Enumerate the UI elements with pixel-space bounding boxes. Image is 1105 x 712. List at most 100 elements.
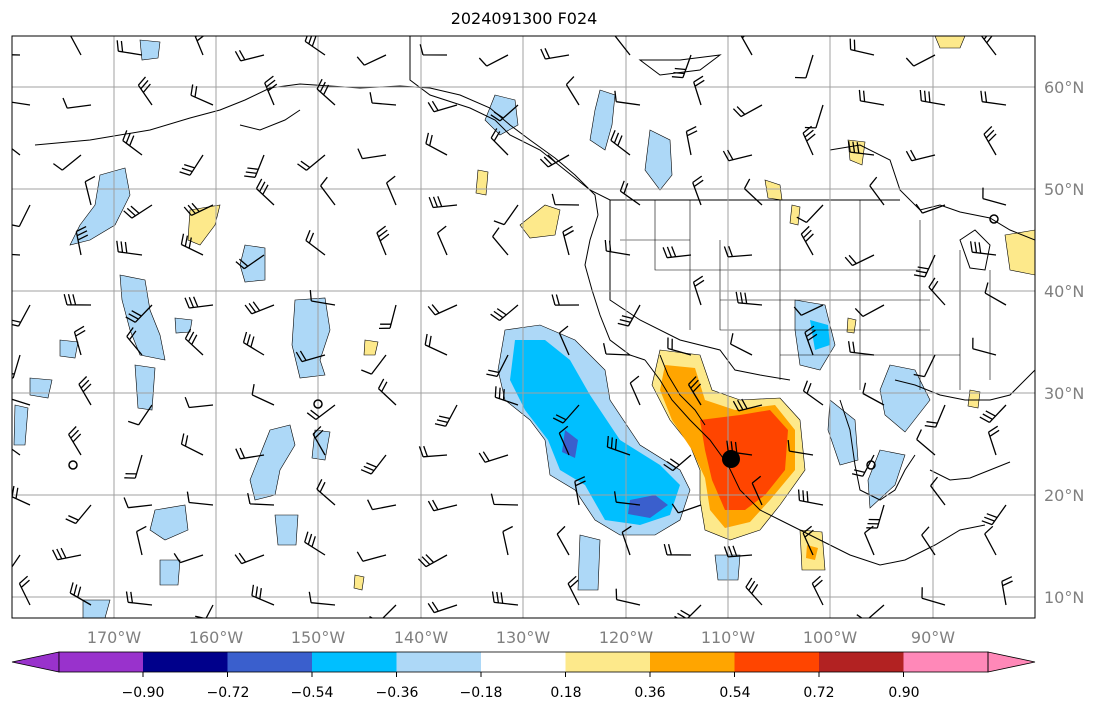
wind-barb — [663, 454, 692, 472]
wind-barb — [12, 54, 21, 56]
wind-barb — [614, 36, 631, 56]
wind-barb — [378, 304, 397, 330]
wind-barb — [490, 493, 519, 506]
wind-barb — [969, 241, 997, 256]
colorbar-tick: 0.18 — [550, 685, 581, 701]
wind-barb — [972, 337, 997, 356]
wind-barb — [369, 604, 397, 618]
wind-barb — [75, 226, 89, 256]
wind-barb — [980, 36, 997, 56]
wind-barb — [740, 36, 753, 56]
wind-barb — [793, 304, 824, 316]
wind-barb — [491, 591, 519, 606]
wind-barb — [984, 282, 1007, 306]
wind-barb — [732, 398, 763, 412]
wind-barb — [539, 154, 570, 168]
wind-barb — [693, 75, 705, 106]
wind-barb — [854, 304, 885, 317]
lat-label: 60°N — [1044, 78, 1084, 97]
wind-barb — [732, 104, 763, 118]
wind-barb — [184, 296, 214, 309]
wind-barb — [180, 433, 204, 456]
wind-barb — [982, 187, 1007, 206]
lon-label: 170°W — [87, 628, 142, 647]
wind-barb — [478, 54, 509, 67]
wind-barb — [617, 304, 641, 327]
wind-barb — [125, 591, 153, 606]
wind-barb — [987, 425, 1000, 456]
wind-barb — [116, 240, 143, 256]
wind-barb — [621, 525, 632, 556]
wind-barb — [417, 554, 448, 568]
wind-barb — [735, 291, 763, 306]
wind-barb — [565, 76, 580, 106]
wind-barb — [306, 404, 336, 421]
wind-barb — [858, 89, 885, 106]
wind-barb — [68, 426, 82, 456]
wind-barb — [427, 499, 458, 512]
colorbar-segment — [734, 652, 819, 672]
wind-barb — [12, 485, 31, 506]
calm-markers — [68, 214, 999, 470]
wind-barb — [663, 543, 692, 556]
wind-barb — [190, 84, 214, 106]
wind-barb — [255, 178, 275, 206]
wind-barb — [980, 90, 1007, 106]
wind-barb — [662, 246, 692, 259]
wind-barb — [540, 48, 570, 60]
wind-barb — [186, 491, 214, 506]
colorbar-tick: −0.54 — [291, 685, 334, 701]
wind-barb — [802, 525, 814, 556]
wind-barb — [436, 225, 448, 256]
wind-barb — [924, 404, 946, 428]
wind-barb — [1001, 576, 1013, 606]
colorbar-segment — [227, 652, 312, 672]
wind-barb — [183, 202, 214, 216]
wind-barb — [797, 489, 824, 506]
colorbar-tick: 0.54 — [719, 685, 750, 701]
wind-barb — [905, 54, 936, 67]
wind-barb — [490, 304, 519, 322]
wind-barb — [12, 398, 31, 406]
colorbar-extend-high — [987, 651, 1036, 673]
wind-barb — [490, 128, 509, 156]
wind-barb — [367, 499, 397, 511]
wind-barb — [251, 383, 275, 406]
wind-barb — [613, 491, 641, 506]
colorbar-tick: 0.36 — [634, 685, 665, 701]
wind-barb — [502, 525, 513, 556]
wind-barb — [376, 225, 390, 256]
wind-barb — [486, 354, 509, 378]
wind-barb — [12, 147, 21, 156]
colorbar-tick: −0.36 — [376, 685, 419, 701]
colorbar-outline — [58, 651, 989, 673]
wind-barb — [913, 254, 936, 278]
wind-barbs — [12, 36, 1013, 618]
colorbar-segment — [396, 652, 481, 672]
wind-barb — [928, 277, 946, 306]
wind-barb — [234, 552, 265, 565]
wind-barb — [84, 175, 96, 206]
wind-barb — [551, 193, 580, 206]
longitude-labels: 170°W 160°W 150°W 140°W 130°W 120°W 110°… — [87, 628, 955, 647]
lon-label: 160°W — [189, 628, 244, 647]
lat-label: 50°N — [1044, 180, 1084, 199]
wind-barb — [983, 125, 997, 156]
wind-barb — [558, 425, 570, 456]
colorbar-segment — [565, 652, 650, 672]
wind-barb — [562, 225, 574, 256]
wind-barb — [796, 204, 824, 223]
wind-barb — [602, 343, 631, 356]
wind-barb — [65, 504, 92, 525]
lon-label: 140°W — [394, 628, 449, 647]
wind-barb — [428, 196, 458, 209]
wind-barb — [63, 294, 92, 306]
wind-barb — [356, 54, 387, 66]
wind-barb — [615, 588, 641, 606]
wind-barb — [251, 584, 275, 606]
wind-barb — [418, 445, 448, 458]
lon-label: 150°W — [291, 628, 346, 647]
wind-barb — [52, 547, 82, 561]
state-borders — [620, 200, 991, 390]
wind-barb — [12, 101, 31, 106]
